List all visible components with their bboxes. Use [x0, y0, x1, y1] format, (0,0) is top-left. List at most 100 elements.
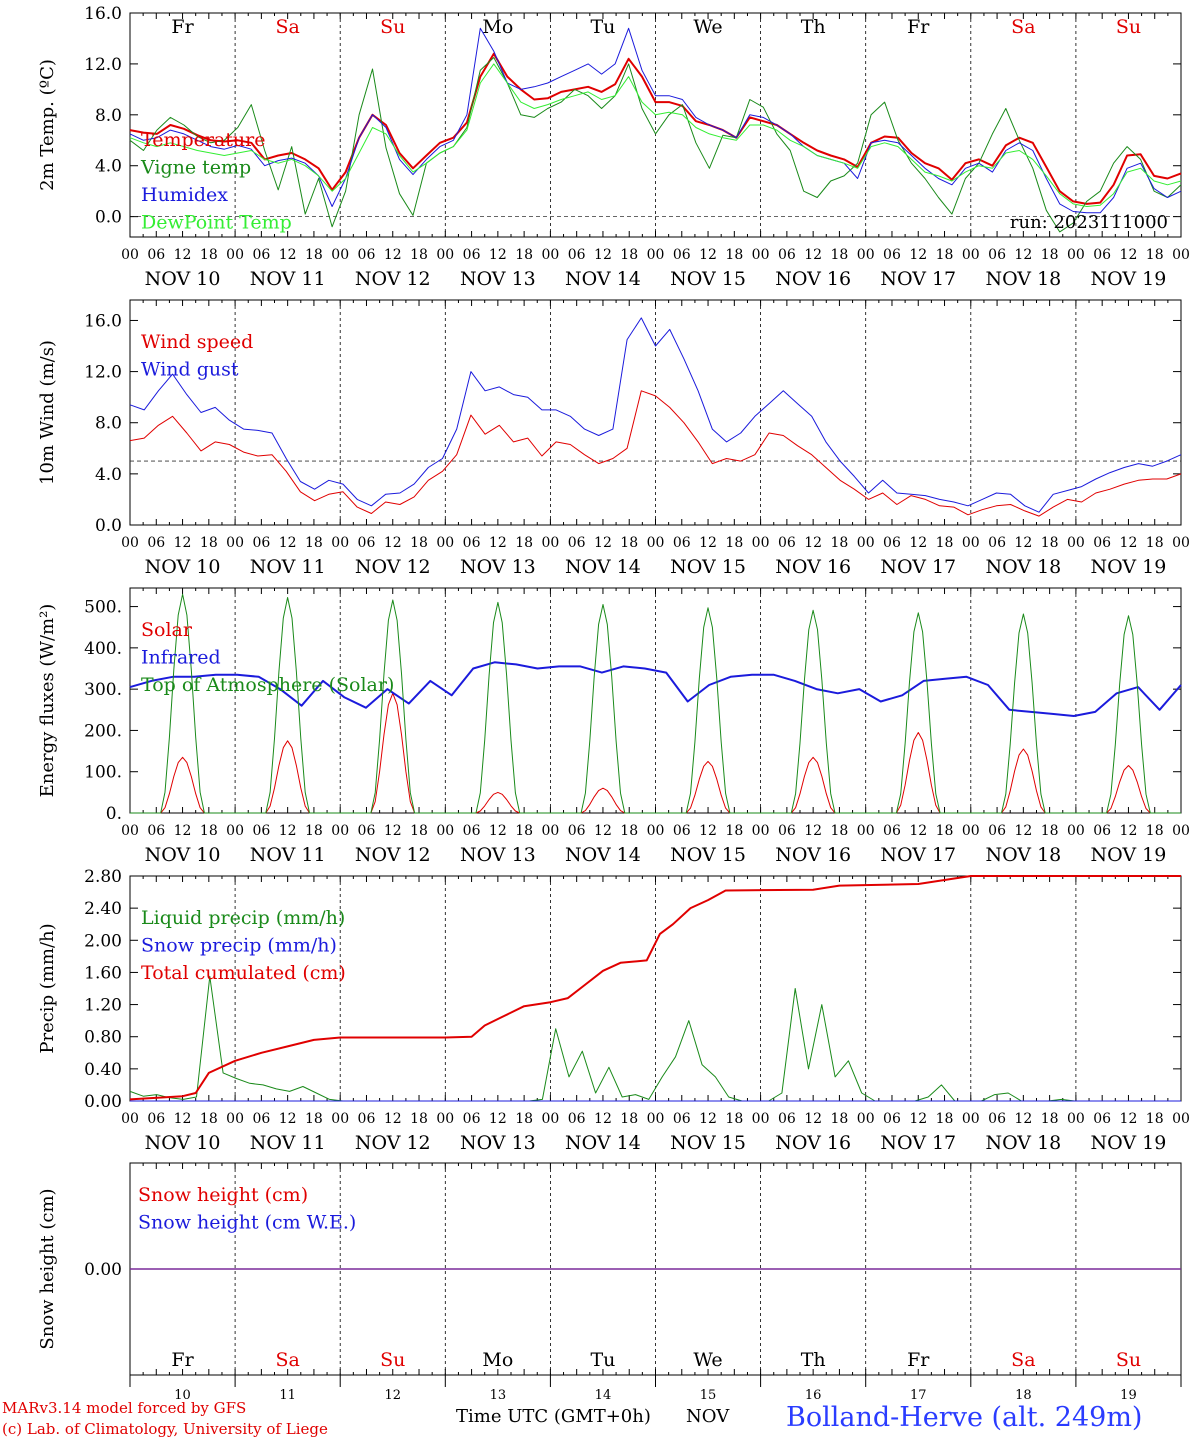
- hour-tick-label: 18: [515, 535, 533, 551]
- date-label: NOV 17: [880, 268, 956, 290]
- hour-tick-label: 00: [121, 535, 139, 551]
- day-name-label: Mo: [482, 16, 513, 38]
- hour-tick-label: 12: [384, 1111, 402, 1127]
- hour-tick-label: 06: [358, 1111, 376, 1127]
- series-line-top-of-atmosphere-solar: [130, 593, 1181, 814]
- hour-tick-label: 06: [778, 535, 796, 551]
- hour-tick-label: 00: [962, 247, 980, 263]
- hour-tick-label: 06: [988, 823, 1006, 839]
- hour-tick-label: 18: [936, 247, 954, 263]
- hour-tick-label: 06: [1093, 1111, 1111, 1127]
- day-number-label: 14: [595, 1388, 612, 1403]
- hour-tick-label: 12: [594, 1111, 612, 1127]
- series-line-liquid-precip-mm-h: [129, 975, 1181, 1102]
- y-axis-label: Precip (mm/h): [37, 923, 58, 1053]
- series-line-humidex: [129, 27, 1182, 214]
- hour-tick-label: 12: [594, 823, 612, 839]
- date-label: NOV 14: [565, 556, 641, 578]
- hour-tick-label: 18: [305, 247, 323, 263]
- hour-tick-label: 00: [647, 1111, 665, 1127]
- y-tick-label: 200.: [84, 721, 122, 741]
- hour-tick-label: 18: [410, 247, 428, 263]
- hour-tick-label: 18: [1146, 247, 1164, 263]
- day-name-label: We: [693, 16, 722, 38]
- y-tick-label: 1.20: [84, 996, 122, 1016]
- hour-tick-label: 06: [778, 247, 796, 263]
- date-label: NOV 14: [565, 1132, 641, 1154]
- hour-tick-label: 18: [725, 535, 743, 551]
- hour-tick-label: 00: [752, 1111, 770, 1127]
- legend-entry: DewPoint Temp: [141, 212, 292, 234]
- hour-tick-label: 00: [857, 823, 875, 839]
- hour-tick-label: 06: [778, 823, 796, 839]
- y-tick-label: 0.80: [84, 1028, 122, 1048]
- hour-tick-label: 18: [620, 1111, 638, 1127]
- legend-entry: Humidex: [141, 184, 228, 206]
- hour-tick-label: 18: [515, 1111, 533, 1127]
- hour-tick-label: 12: [909, 1111, 927, 1127]
- hour-tick-label: 00: [331, 247, 349, 263]
- hour-tick-label: 12: [1014, 535, 1032, 551]
- hour-tick-label: 12: [384, 535, 402, 551]
- hour-tick-label: 12: [909, 247, 927, 263]
- legend-entry: Wind speed: [141, 331, 253, 353]
- hour-tick-label: 06: [147, 1111, 165, 1127]
- y-tick-label: 2.80: [84, 867, 122, 887]
- hour-tick-label: 12: [804, 535, 822, 551]
- series-line-infrared: [129, 661, 1182, 717]
- hour-tick-label: 06: [988, 535, 1006, 551]
- hour-tick-label: 18: [200, 1111, 218, 1127]
- day-name-label: Fr: [907, 16, 930, 38]
- day-name-label: Sa: [1011, 16, 1035, 38]
- series-line-vigne-temp: [129, 57, 1182, 233]
- y-tick-label: 4.0: [95, 465, 122, 485]
- date-label: NOV 13: [460, 844, 536, 866]
- hour-tick-label: 06: [883, 823, 901, 839]
- day-name-label: Th: [801, 16, 826, 38]
- hour-tick-label: 18: [200, 247, 218, 263]
- date-label: NOV 10: [145, 268, 221, 290]
- plot-frame: [129, 12, 1182, 238]
- day-number-label: 10: [174, 1388, 191, 1403]
- day-name-label: Th: [801, 1349, 826, 1371]
- hour-tick-label: 12: [1120, 535, 1138, 551]
- time-axis-caption: Time UTC (GMT+0h): [456, 1406, 651, 1427]
- day-number-label: 15: [700, 1388, 717, 1403]
- hour-tick-label: 06: [988, 247, 1006, 263]
- date-label: NOV 19: [1091, 844, 1167, 866]
- hour-tick-label: 12: [489, 823, 507, 839]
- day-name-label: Sa: [275, 1349, 299, 1371]
- hour-tick-label: 00: [331, 823, 349, 839]
- legend-entry: Top of Atmosphere (Solar): [141, 674, 394, 696]
- date-label: NOV 12: [355, 268, 431, 290]
- hour-tick-label: 18: [1146, 823, 1164, 839]
- hour-tick-label: 06: [358, 247, 376, 263]
- hour-tick-label: 00: [857, 1111, 875, 1127]
- hour-tick-label: 00: [226, 247, 244, 263]
- hour-tick-label: 00: [647, 823, 665, 839]
- model-credit: MARv3.14 model forced by GFS: [2, 1399, 247, 1417]
- hour-tick-label: 18: [1146, 535, 1164, 551]
- legend-entry: Vigne temp: [140, 157, 251, 179]
- legend-entry: Snow precip (mm/h): [141, 935, 337, 957]
- hour-tick-label: 06: [252, 247, 270, 263]
- legend-entry: Temperature: [141, 129, 265, 151]
- day-name-label: Fr: [171, 1349, 194, 1371]
- hour-tick-label: 12: [804, 1111, 822, 1127]
- hour-tick-label: 12: [279, 247, 297, 263]
- hour-tick-label: 18: [515, 823, 533, 839]
- y-tick-label: 300.: [84, 680, 122, 700]
- date-label: NOV 15: [670, 844, 746, 866]
- hour-tick-label: 12: [699, 823, 717, 839]
- hour-tick-label: 12: [174, 823, 192, 839]
- hour-tick-label: 00: [1172, 535, 1190, 551]
- hour-tick-label: 12: [1014, 823, 1032, 839]
- date-label: NOV 15: [670, 1132, 746, 1154]
- hour-tick-label: 06: [463, 1111, 481, 1127]
- y-tick-label: 0.0: [95, 208, 122, 228]
- hour-tick-label: 12: [699, 247, 717, 263]
- day-name-label: Tu: [590, 16, 615, 38]
- station-name: Bolland-Herve (alt. 249m): [786, 1402, 1143, 1433]
- hour-tick-label: 18: [1041, 823, 1059, 839]
